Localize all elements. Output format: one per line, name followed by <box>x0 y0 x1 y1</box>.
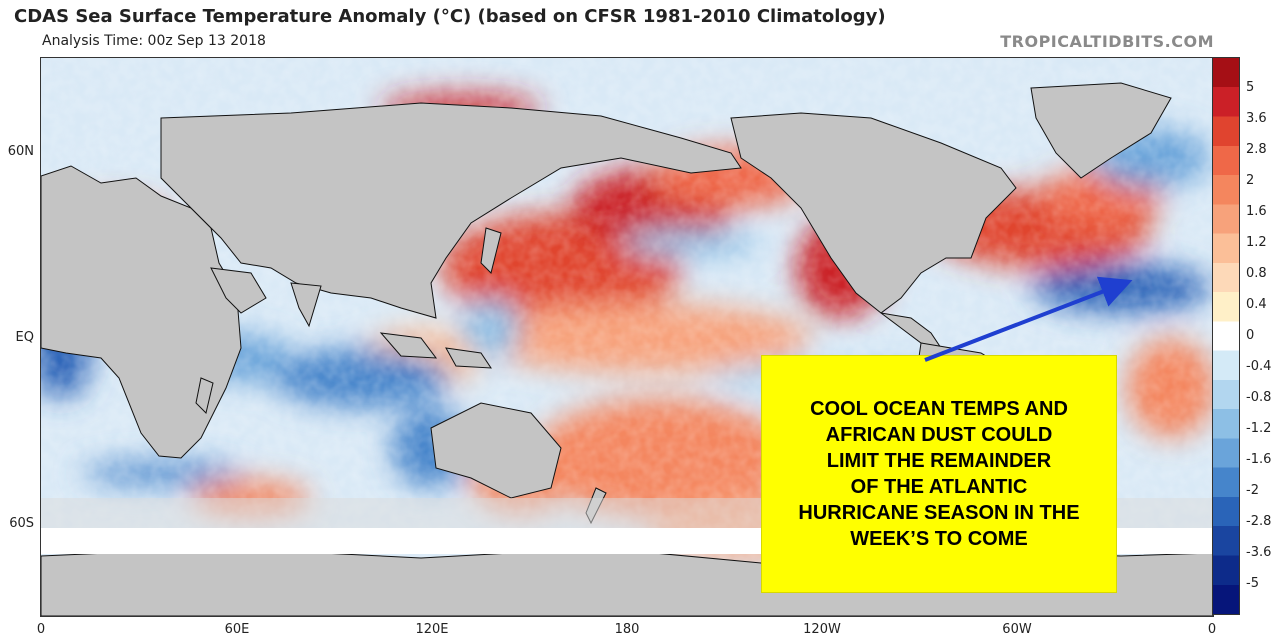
color-scale-label: -5 <box>1246 576 1259 591</box>
callout-line-3: LIMIT THE REMAINDER <box>826 450 1052 472</box>
lat-label-60n: 60N <box>7 144 34 159</box>
lon-label-180: 180 <box>614 622 640 637</box>
color-scale-label: 0 <box>1246 328 1255 343</box>
color-scale-bar <box>1212 57 1240 615</box>
color-scale-label: 2 <box>1246 173 1255 188</box>
annotation-callout: COOL OCEAN TEMPS AND AFRICAN DUST COULD … <box>761 355 1117 593</box>
callout-line-2: AFRICAN DUST COULD <box>825 424 1053 446</box>
map-title: CDAS Sea Surface Temperature Anomaly (°C… <box>14 6 886 27</box>
color-scale-label: 1.6 <box>1246 204 1267 219</box>
color-scale-label: 5 <box>1246 80 1255 95</box>
callout-line-1: COOL OCEAN TEMPS AND <box>810 398 1068 420</box>
lon-label-60e: 60E <box>224 622 250 637</box>
brand-watermark: TROPICALTIDBITS.COM <box>1000 32 1214 51</box>
color-scale-label: -3.6 <box>1246 545 1272 560</box>
lon-label-0-east: 0 <box>1207 622 1217 637</box>
color-scale-label: -2 <box>1246 483 1259 498</box>
callout-line-4: OF THE ATLANTIC <box>850 476 1028 498</box>
color-scale-label: 3.6 <box>1246 111 1267 126</box>
callout-line-6: WEEK’S TO COME <box>850 528 1028 550</box>
lat-label-eq: EQ <box>15 330 34 345</box>
lon-label-0-west: 0 <box>36 622 46 637</box>
color-scale-label: 0.8 <box>1246 266 1267 281</box>
lon-label-120e: 120E <box>415 622 449 637</box>
lat-label-60s: 60S <box>9 516 34 531</box>
color-scale-label: 1.2 <box>1246 235 1267 250</box>
color-scale-label: 0.4 <box>1246 297 1267 312</box>
analysis-time: Analysis Time: 00z Sep 13 2018 <box>42 33 266 49</box>
color-scale-label: -1.2 <box>1246 421 1272 436</box>
color-scale-label: -0.8 <box>1246 390 1272 405</box>
color-scale-label: -1.6 <box>1246 452 1272 467</box>
lon-label-120w: 120W <box>803 622 841 637</box>
color-scale-label: -0.4 <box>1246 359 1272 374</box>
color-scale-label: -2.8 <box>1246 514 1272 529</box>
callout-line-5: HURRICANE SEASON IN THE <box>798 502 1080 524</box>
color-scale-label: 2.8 <box>1246 142 1267 157</box>
lon-label-60w: 60W <box>1002 622 1032 637</box>
